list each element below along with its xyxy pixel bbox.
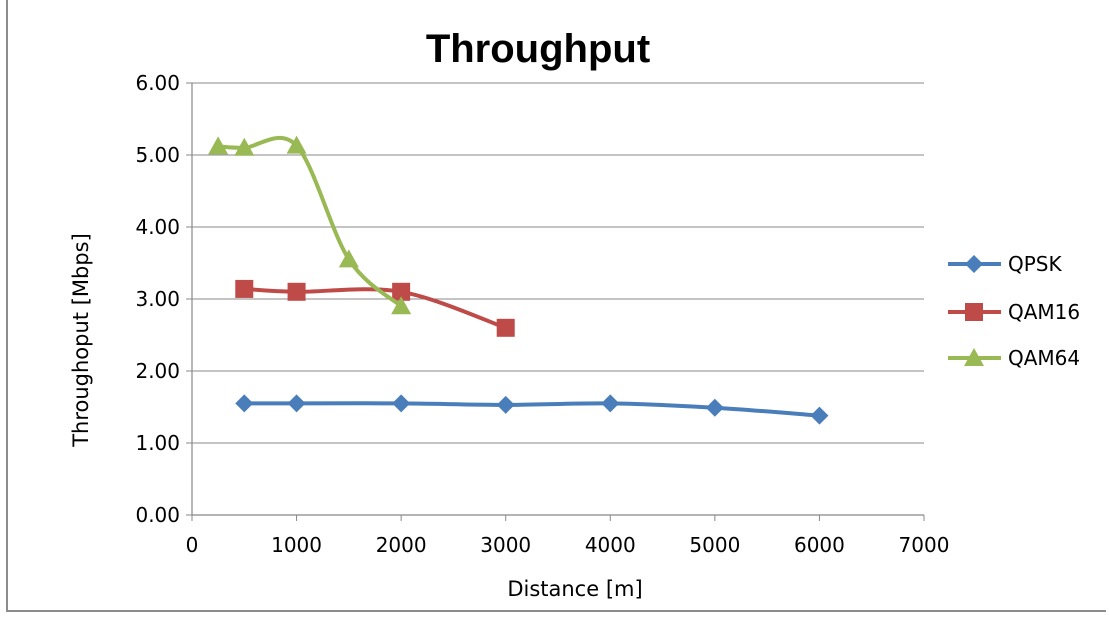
legend: QPSK QAM16 QAM64 <box>948 252 1080 370</box>
data-point <box>810 406 829 425</box>
y-tick-label: 0.00 <box>135 503 180 527</box>
x-tick-labels: 0 1000 2000 3000 4000 5000 6000 7000 <box>186 533 950 557</box>
x-tick-label: 4000 <box>585 533 636 557</box>
series-qam64 <box>208 135 412 315</box>
legend-label: QAM64 <box>1008 346 1080 370</box>
data-point <box>496 395 515 414</box>
y-tick-label: 5.00 <box>135 143 180 167</box>
y-tick-label: 2.00 <box>135 359 180 383</box>
data-point <box>287 282 306 301</box>
data-point <box>705 398 724 417</box>
legend-item-qpsk: QPSK <box>948 252 1062 276</box>
legend-item-qam16: QAM16 <box>948 300 1080 324</box>
data-point <box>234 137 255 156</box>
series-group <box>208 135 829 425</box>
y-tick-labels: 0.00 1.00 2.00 3.00 4.00 5.00 6.00 <box>135 71 180 527</box>
x-tick-label: 3000 <box>480 533 531 557</box>
chart-frame: Throughput 0.00 1.00 2.00 3.00 4.00 5.00 6.00 … <box>6 0 1106 612</box>
data-point <box>601 394 620 413</box>
legend-label: QAM16 <box>1008 300 1080 324</box>
series-line <box>244 401 820 418</box>
grid-lines <box>192 82 924 444</box>
legend-marker <box>965 303 983 321</box>
series-qpsk <box>235 394 829 425</box>
data-point <box>392 282 411 301</box>
throughput-chart: Throughput 0.001.002.003.004.005.006.00 … <box>69 27 1080 601</box>
data-point <box>496 318 515 337</box>
x-tick-label: 5000 <box>689 533 740 557</box>
y-tick-label: 6.00 <box>135 71 180 95</box>
series-qam16 <box>235 279 515 337</box>
y-axis-label: Throughoput [Mbps] <box>69 233 93 448</box>
legend-marker <box>964 348 984 366</box>
data-point <box>391 296 412 315</box>
data-point <box>235 279 254 298</box>
data-point <box>286 135 307 154</box>
data-point <box>235 394 254 413</box>
data-point <box>392 394 411 413</box>
axes <box>186 82 925 521</box>
data-point <box>208 136 229 155</box>
x-tick-label: 0 <box>186 533 199 557</box>
legend-label: QPSK <box>1008 252 1062 276</box>
data-point <box>338 249 359 268</box>
x-tick-label: 2000 <box>376 533 427 557</box>
legend-marker <box>965 255 983 273</box>
x-axis-label: Distance [m] <box>507 577 642 601</box>
legend-item-qam64: QAM64 <box>948 346 1080 370</box>
y-tick-label: 3.00 <box>135 287 180 311</box>
x-tick-label: 7000 <box>899 533 950 557</box>
data-point <box>287 394 306 413</box>
x-tick-label: 1000 <box>271 533 322 557</box>
chart-title: Throughput <box>426 27 650 71</box>
series-line <box>244 286 507 330</box>
y-tick-label: 4.00 <box>135 215 180 239</box>
x-tick-label: 6000 <box>794 533 845 557</box>
y-tick-label: 1.00 <box>135 431 180 455</box>
